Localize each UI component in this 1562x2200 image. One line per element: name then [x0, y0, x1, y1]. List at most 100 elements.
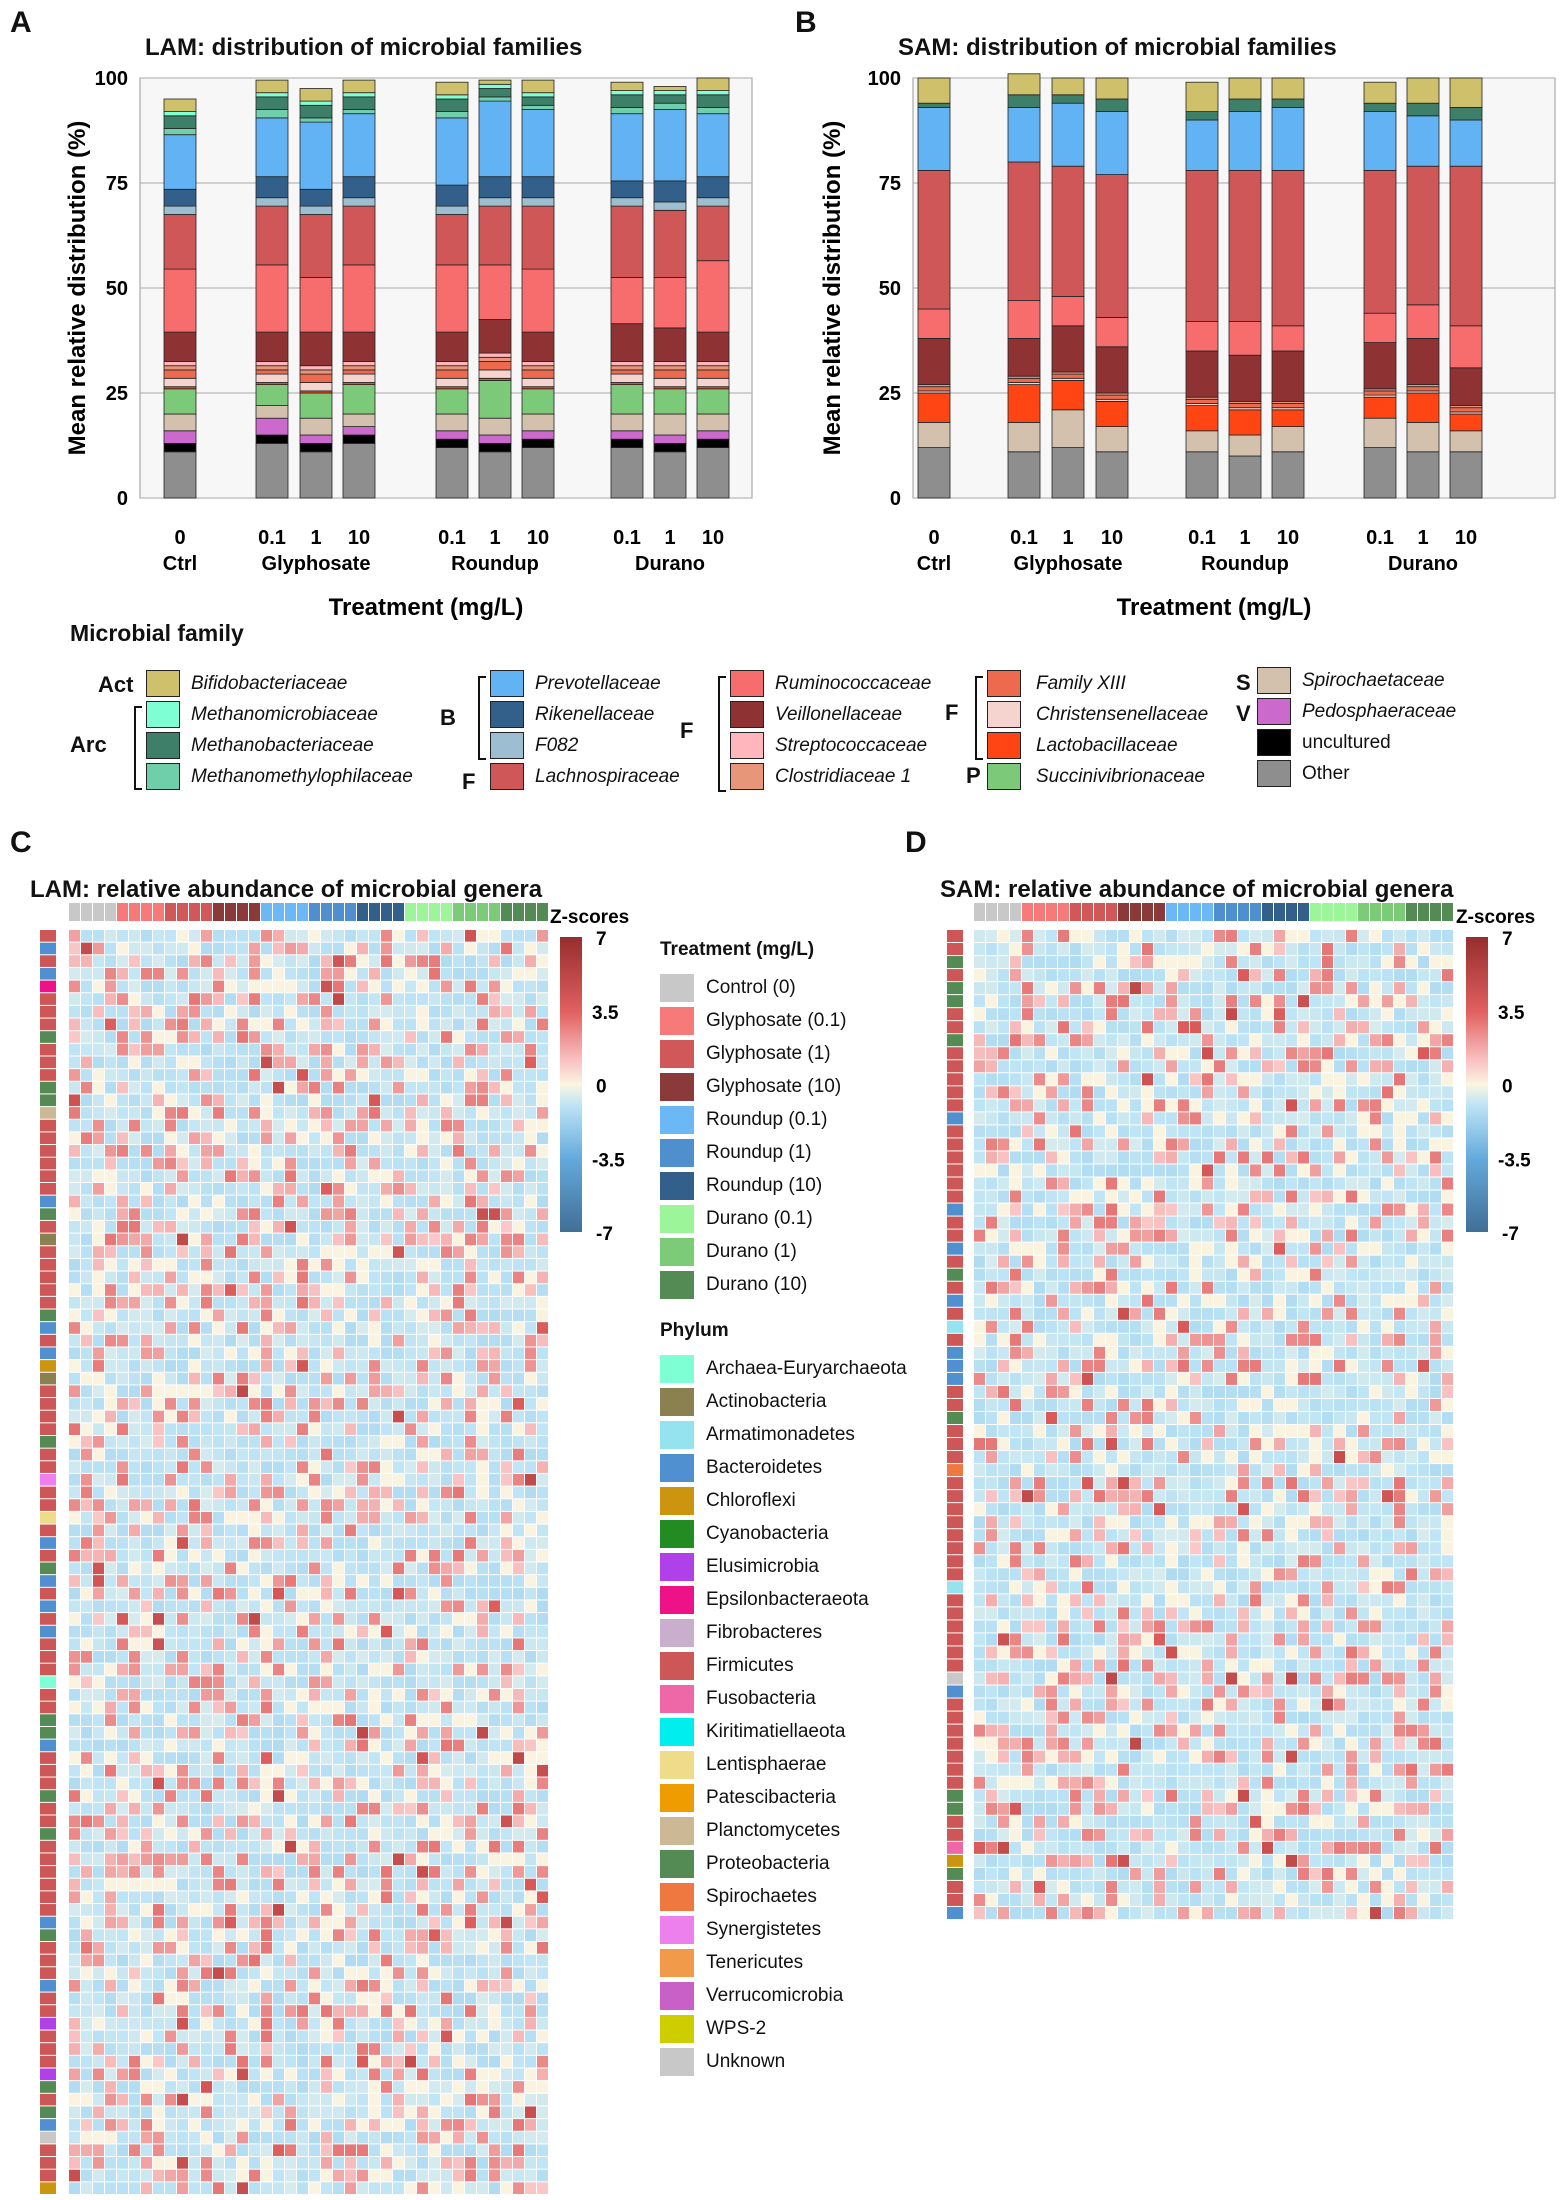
lam-heat-cell-43-7 [153, 1473, 164, 1486]
lam-heat-cell-81-14 [237, 1954, 248, 1967]
lam-heat-cell-39-38 [525, 1423, 536, 1435]
lam-heat-cell-29-4 [117, 1296, 128, 1309]
lam-heat-cell-26-15 [249, 1258, 260, 1271]
lam-heat-cell-56-0 [69, 1638, 80, 1651]
lam-heat-cell-0-23 [345, 930, 356, 942]
lam-heat-cell-13-3 [105, 1094, 116, 1107]
lam-heat-cell-34-6 [141, 1360, 152, 1372]
lam-heat-cell-67-34 [477, 1777, 488, 1790]
lam-heat-cell-10-29 [417, 1056, 428, 1069]
lam-heat-cell-42-0 [69, 1461, 80, 1473]
sam-heat-cell-0-33 [1370, 930, 1381, 943]
lam-heat-cell-40-0 [69, 1436, 80, 1448]
lam-heat-cell-33-35 [489, 1347, 500, 1360]
lam-heat-cell-80-31 [441, 1942, 452, 1954]
lam-heat-cell-56-10 [189, 1638, 200, 1651]
lam-heat-cell-15-38 [525, 1119, 536, 1132]
sam-bar-4-ruminococcaceae [1185, 321, 1219, 352]
lam-heat-cell-92-39 [537, 2093, 548, 2106]
lam-heat-cell-64-27 [393, 1739, 404, 1752]
lam-heat-cell-45-38 [525, 1499, 536, 1511]
sam-heat-treatment-bar-30 [1334, 903, 1345, 921]
lam-heat-cell-99-23 [345, 2182, 356, 2194]
lam-heat-cell-56-28 [405, 1638, 416, 1651]
lam-heat-cell-55-38 [525, 1625, 536, 1638]
lam-heat-cell-74-12 [213, 1866, 224, 1878]
lam-group-durano: Durano [635, 553, 705, 575]
lam-heat-phylum-bar-56 [40, 1638, 56, 1651]
lam-heat-cell-13-29 [417, 1094, 428, 1107]
lam-heat-cell-53-10 [189, 1600, 200, 1613]
sam-heat-cell-1-25 [1274, 943, 1285, 956]
lam-heat-cell-7-28 [405, 1018, 416, 1031]
lam-heat-cell-3-4 [117, 967, 128, 980]
lam-heat-cell-0-27 [393, 930, 404, 942]
sam-heat-cell-2-31 [1346, 956, 1357, 969]
lam-heat-treatment-bar-2 [93, 903, 104, 921]
lam-heat-cell-0-30 [429, 930, 440, 942]
lam-heat-cell-51-14 [237, 1575, 248, 1587]
lam-heat-cell-4-11 [201, 980, 212, 993]
lam-heat-cell-45-20 [309, 1499, 320, 1511]
lam-heat-cell-5-36 [501, 993, 512, 1005]
lam-heat-cell-27-25 [369, 1271, 380, 1284]
lam-heat-cell-3-33 [465, 967, 476, 980]
lam-heat-cell-67-12 [213, 1777, 224, 1790]
lam-heat-cell-92-30 [429, 2093, 440, 2106]
sam-heat-cell-0-18 [1190, 930, 1201, 943]
lam-heat-cell-26-28 [405, 1258, 416, 1271]
lam-heat-cell-37-29 [417, 1398, 428, 1410]
lam-heat-cell-74-31 [441, 1866, 452, 1878]
lam-heat-cell-44-24 [357, 1486, 368, 1499]
lam-heat-cell-28-34 [477, 1284, 488, 1296]
lam-heat-cell-35-4 [117, 1372, 128, 1385]
lam-heat-cell-31-26 [381, 1322, 392, 1334]
lam-heat-cell-68-20 [309, 1790, 320, 1802]
lam-bar-7-bifidobacteriaceae [610, 81, 644, 92]
lam-heat-cell-20-38 [525, 1183, 536, 1195]
lam-heat-phylum-bar-55 [40, 1625, 56, 1638]
lam-heat-cell-19-11 [201, 1170, 212, 1182]
lam-heat-cell-98-13 [225, 2169, 236, 2182]
lam-heat-cell-98-35 [489, 2169, 500, 2182]
lam-heat-phylum-bar-41 [40, 1448, 56, 1461]
lam-heat-cell-51-11 [201, 1575, 212, 1587]
lam-heat-cell-28-15 [249, 1284, 260, 1296]
lam-heat-cell-80-6 [141, 1942, 152, 1954]
lam-heat-cell-90-27 [393, 2068, 404, 2081]
lam-heat-cell-29-0 [69, 1296, 80, 1309]
lam-heat-cell-30-9 [177, 1309, 188, 1322]
lam-heat-cell-0-39 [537, 930, 548, 942]
lam-heat-cell-26-18 [285, 1258, 296, 1271]
lam-heat-cell-59-35 [489, 1676, 500, 1688]
lam-heat-cell-89-17 [273, 2055, 284, 2068]
lam-bar-6-uncultured [521, 438, 555, 449]
sam-bar-3-prevotellaceae [1095, 111, 1129, 175]
lam-heat-cell-38-32 [453, 1410, 464, 1423]
sam-heat-cell-3-29 [1322, 969, 1333, 982]
lam-heat-cell-97-7 [153, 2157, 164, 2169]
lam-heat-cell-2-22 [333, 955, 344, 967]
lam-heat-cell-12-13 [225, 1081, 236, 1094]
lam-heat-cell-41-5 [129, 1448, 140, 1461]
lam-heat-cell-74-9 [177, 1866, 188, 1878]
lam-heat-cell-60-3 [105, 1689, 116, 1701]
lam-heat-cell-22-13 [225, 1208, 236, 1220]
lam-heat-cell-1-2 [93, 942, 104, 955]
lam-heat-cell-78-12 [213, 1916, 224, 1929]
lam-heat-cell-81-38 [525, 1954, 536, 1967]
lam-heat-cell-59-5 [129, 1676, 140, 1688]
treatment-legend-swatch-durano-10 [660, 1271, 694, 1299]
lam-heat-cell-76-9 [177, 1891, 188, 1904]
lam-heat-cell-84-30 [429, 1992, 440, 2005]
lam-heat-cell-63-6 [141, 1726, 152, 1739]
lam-heat-cell-46-0 [69, 1511, 80, 1524]
lam-heat-cell-86-8 [165, 2017, 176, 2030]
sam-heat-cell-1-28 [1310, 943, 1321, 956]
lam-heat-cell-61-37 [513, 1701, 524, 1714]
lam-heat-cell-14-13 [225, 1107, 236, 1119]
lam-heat-cell-90-7 [153, 2068, 164, 2081]
lam-heat-cell-61-21 [321, 1701, 332, 1714]
lam-heat-cell-13-33 [465, 1094, 476, 1107]
lam-heat-cell-34-29 [417, 1360, 428, 1372]
